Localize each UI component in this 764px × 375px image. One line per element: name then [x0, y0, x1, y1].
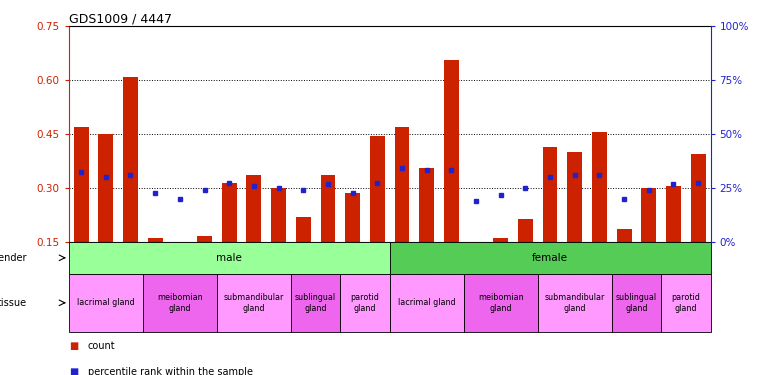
- Text: female: female: [532, 253, 568, 263]
- Bar: [222, 183, 237, 242]
- Text: meibomian
gland: meibomian gland: [157, 293, 202, 312]
- Bar: [296, 217, 311, 242]
- Bar: [123, 76, 138, 242]
- Bar: [370, 136, 385, 242]
- Bar: [69, 274, 143, 332]
- Bar: [538, 274, 612, 332]
- Text: percentile rank within the sample: percentile rank within the sample: [88, 367, 253, 375]
- Bar: [73, 127, 89, 242]
- Bar: [390, 274, 464, 332]
- Text: submandibular
gland: submandibular gland: [224, 293, 284, 312]
- Text: submandibular
gland: submandibular gland: [545, 293, 605, 312]
- Bar: [617, 229, 632, 242]
- Text: lacrimal gland: lacrimal gland: [77, 298, 134, 307]
- Text: parotid
gland: parotid gland: [672, 293, 701, 312]
- Bar: [217, 274, 291, 332]
- Bar: [661, 274, 711, 332]
- Bar: [691, 154, 706, 242]
- Text: meibomian
gland: meibomian gland: [478, 293, 523, 312]
- Bar: [247, 176, 261, 242]
- Bar: [340, 274, 390, 332]
- Bar: [394, 127, 410, 242]
- Bar: [69, 242, 390, 274]
- Text: male: male: [216, 253, 242, 263]
- Text: sublingual
gland: sublingual gland: [616, 293, 657, 312]
- Bar: [494, 238, 508, 242]
- Bar: [464, 274, 538, 332]
- Bar: [592, 132, 607, 242]
- Text: lacrimal gland: lacrimal gland: [398, 298, 455, 307]
- Bar: [612, 274, 661, 332]
- Text: gender: gender: [0, 253, 27, 263]
- Bar: [291, 274, 340, 332]
- Bar: [197, 237, 212, 242]
- Bar: [99, 134, 113, 242]
- Text: GDS1009 / 4447: GDS1009 / 4447: [69, 12, 172, 25]
- Bar: [542, 147, 558, 242]
- Text: count: count: [88, 340, 115, 351]
- Bar: [518, 219, 533, 242]
- Bar: [568, 152, 582, 242]
- Bar: [444, 60, 458, 242]
- Bar: [345, 194, 360, 242]
- Bar: [419, 168, 434, 242]
- Text: parotid
gland: parotid gland: [351, 293, 380, 312]
- Text: ■: ■: [69, 367, 78, 375]
- Text: sublingual
gland: sublingual gland: [295, 293, 336, 312]
- Text: tissue: tissue: [0, 298, 27, 308]
- Bar: [666, 186, 681, 242]
- Bar: [143, 274, 217, 332]
- Bar: [271, 188, 286, 242]
- Bar: [642, 188, 656, 242]
- Text: ■: ■: [69, 340, 78, 351]
- Bar: [321, 176, 335, 242]
- Bar: [147, 238, 163, 242]
- Bar: [390, 242, 711, 274]
